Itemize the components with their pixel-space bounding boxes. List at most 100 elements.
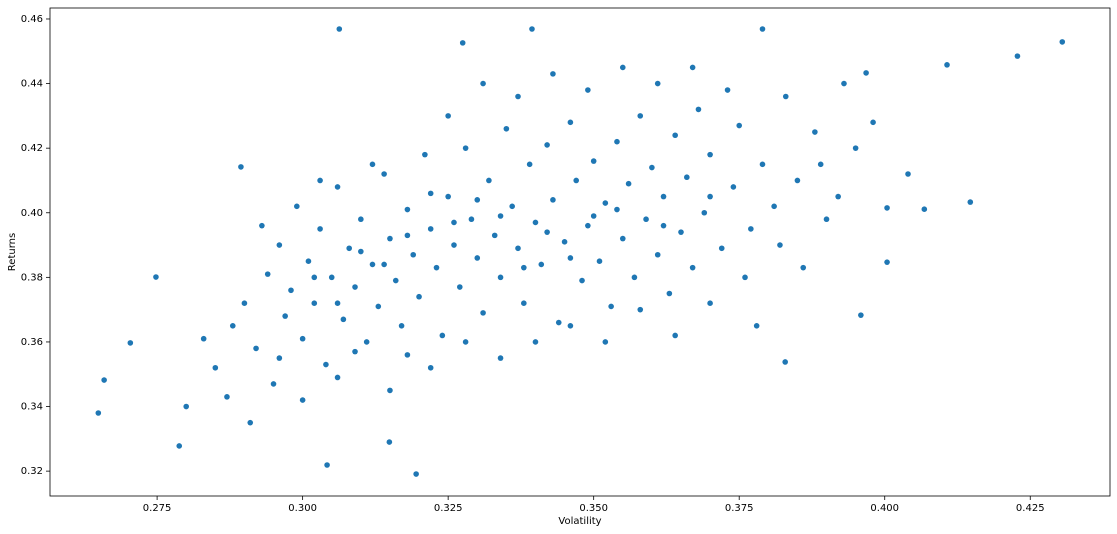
- point: [212, 364, 219, 371]
- point: [433, 264, 440, 271]
- point: [905, 171, 911, 177]
- plot-frame: [49, 7, 1111, 497]
- point: [386, 439, 393, 445]
- point: [497, 213, 504, 219]
- y-tick-label: 0.44: [21, 79, 43, 90]
- point: [176, 443, 183, 449]
- point: [95, 410, 102, 416]
- point: [491, 232, 498, 239]
- point: [299, 335, 306, 342]
- point: [451, 242, 457, 248]
- point: [282, 313, 288, 319]
- point: [305, 258, 312, 265]
- point: [707, 300, 713, 306]
- point: [602, 200, 609, 206]
- point: [474, 255, 481, 261]
- point: [619, 235, 626, 242]
- point: [392, 277, 399, 284]
- point: [340, 316, 347, 323]
- point: [445, 193, 451, 200]
- point: [835, 193, 841, 200]
- point: [456, 284, 463, 290]
- point: [427, 226, 434, 232]
- point: [736, 122, 743, 129]
- point: [759, 26, 766, 32]
- point: [324, 462, 330, 468]
- point: [381, 261, 387, 268]
- y-axis-label: Returns: [7, 233, 18, 271]
- point: [684, 174, 690, 181]
- y-tick-label: 0.40: [21, 208, 43, 219]
- point: [311, 300, 318, 306]
- point: [672, 332, 678, 339]
- point: [462, 145, 469, 151]
- point: [317, 226, 323, 232]
- point: [596, 258, 603, 265]
- point: [410, 251, 417, 258]
- point: [381, 171, 387, 177]
- point: [544, 229, 550, 235]
- point: [404, 232, 411, 239]
- point: [503, 125, 510, 132]
- point: [631, 274, 638, 281]
- point: [387, 235, 393, 242]
- y-tick-label: 0.46: [21, 14, 43, 25]
- point: [782, 93, 789, 100]
- point: [817, 161, 824, 168]
- point: [701, 209, 708, 216]
- point: [812, 129, 818, 135]
- point: [445, 113, 451, 119]
- point: [526, 161, 533, 168]
- point: [238, 164, 244, 170]
- point: [375, 303, 382, 310]
- y-tick-label: 0.34: [21, 402, 43, 413]
- point: [753, 322, 760, 329]
- point: [497, 355, 504, 361]
- point: [724, 87, 731, 93]
- point: [619, 64, 626, 71]
- point: [509, 203, 515, 210]
- x-tick-label: 0.425: [1016, 503, 1045, 514]
- point: [538, 261, 545, 268]
- point: [602, 339, 609, 345]
- y-tick-label: 0.38: [21, 272, 43, 283]
- point: [689, 64, 696, 71]
- point: [352, 284, 358, 290]
- point: [585, 222, 591, 229]
- point: [672, 132, 678, 139]
- point: [654, 251, 661, 258]
- point: [224, 394, 230, 400]
- point: [771, 203, 777, 210]
- point: [660, 193, 667, 200]
- point: [323, 361, 329, 368]
- x-tick-label: 0.400: [870, 503, 899, 514]
- point: [317, 177, 323, 184]
- x-tick-label: 0.300: [288, 503, 317, 514]
- point: [567, 119, 574, 126]
- point: [637, 306, 644, 313]
- point: [153, 274, 159, 280]
- point: [127, 340, 134, 346]
- point: [967, 199, 974, 205]
- point: [608, 303, 614, 310]
- point: [264, 271, 271, 277]
- point: [299, 397, 306, 403]
- point: [413, 471, 419, 477]
- point: [742, 274, 748, 281]
- point: [328, 274, 335, 281]
- point: [241, 300, 248, 306]
- point: [748, 226, 754, 232]
- point: [334, 374, 341, 381]
- point: [730, 184, 737, 190]
- point: [550, 71, 556, 77]
- point: [521, 264, 527, 271]
- point: [369, 161, 376, 168]
- point: [247, 419, 254, 426]
- point: [404, 206, 411, 213]
- point: [346, 245, 352, 252]
- point: [585, 87, 591, 93]
- point: [474, 197, 481, 203]
- point: [625, 180, 632, 187]
- point: [294, 203, 300, 210]
